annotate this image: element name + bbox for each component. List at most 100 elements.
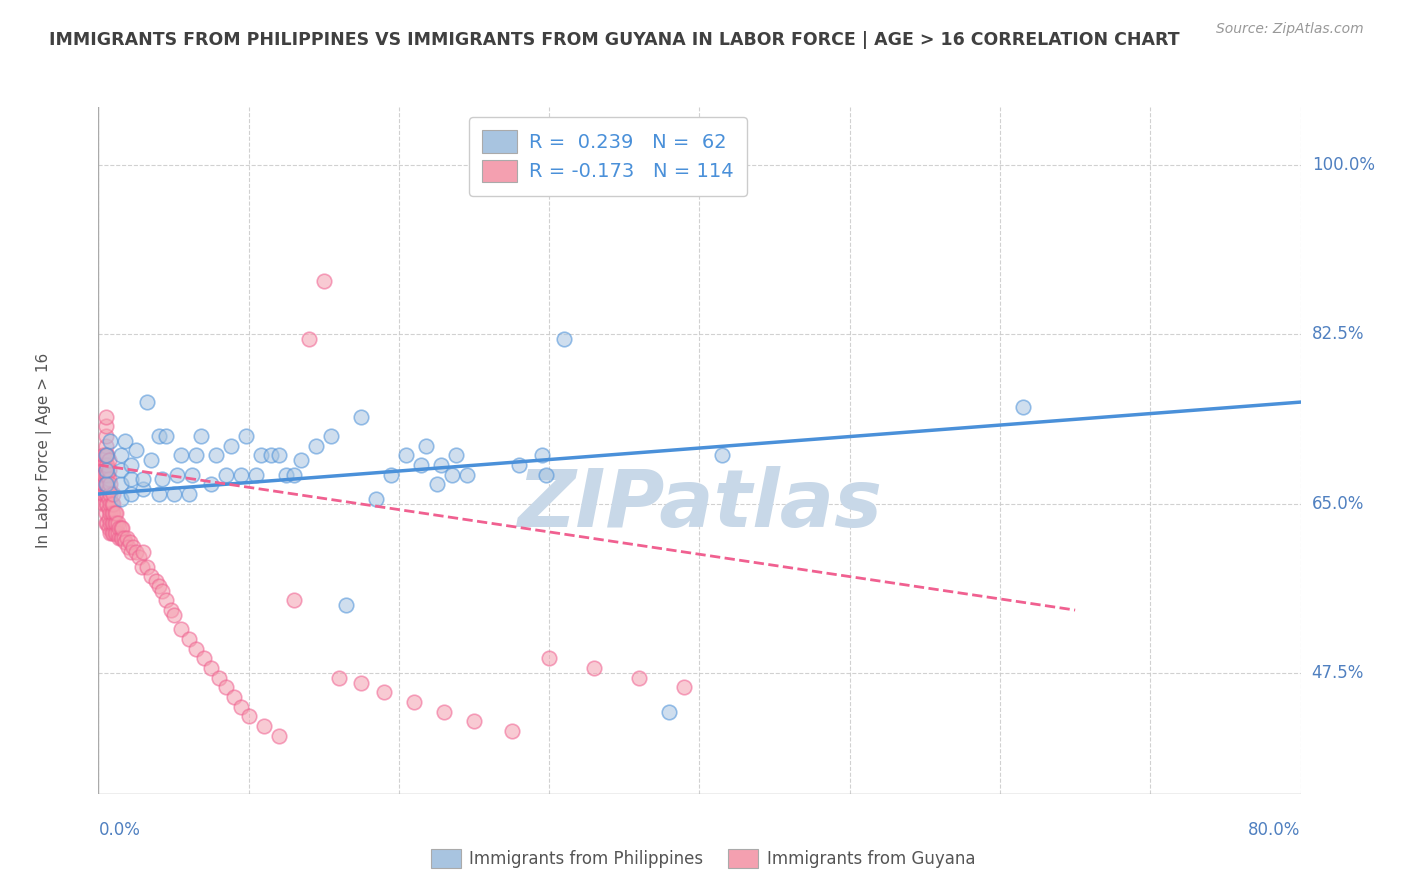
- Point: [135, 559, 157, 574]
- Point: [103, 525, 125, 540]
- Point: [94, 448, 117, 462]
- Point: [200, 661, 222, 675]
- Point: [139, 453, 162, 467]
- Point: [132, 473, 155, 487]
- Point: [231, 699, 253, 714]
- Point: [94, 463, 117, 477]
- Point: [117, 540, 139, 554]
- Point: [145, 574, 167, 588]
- Point: [101, 497, 124, 511]
- Point: [100, 487, 122, 501]
- Legend: Immigrants from Philippines, Immigrants from Guyana: Immigrants from Philippines, Immigrants …: [425, 842, 981, 875]
- Point: [283, 467, 305, 482]
- Text: IMMIGRANTS FROM PHILIPPINES VS IMMIGRANTS FROM GUYANA IN LABOR FORCE | AGE > 16 : IMMIGRANTS FROM PHILIPPINES VS IMMIGRANT…: [49, 31, 1180, 49]
- Point: [219, 439, 242, 453]
- Text: 0.0%: 0.0%: [98, 822, 141, 839]
- Point: [108, 521, 131, 535]
- Point: [305, 439, 328, 453]
- Point: [553, 332, 575, 346]
- Point: [90, 467, 112, 482]
- Point: [193, 651, 215, 665]
- Point: [96, 516, 118, 530]
- Point: [121, 487, 143, 501]
- Point: [350, 675, 373, 690]
- Point: [184, 641, 207, 656]
- Point: [415, 439, 437, 453]
- Point: [94, 439, 117, 453]
- Point: [373, 685, 395, 699]
- Point: [249, 448, 271, 462]
- Point: [215, 681, 238, 695]
- Point: [290, 453, 312, 467]
- Point: [110, 477, 132, 491]
- Point: [94, 448, 117, 462]
- Point: [711, 448, 734, 462]
- Point: [501, 724, 523, 739]
- Point: [108, 531, 131, 545]
- Point: [253, 719, 276, 733]
- Point: [235, 429, 257, 443]
- Point: [208, 671, 231, 685]
- Point: [110, 463, 132, 477]
- Point: [97, 482, 120, 496]
- Point: [100, 497, 122, 511]
- Point: [673, 681, 696, 695]
- Point: [110, 491, 132, 506]
- Point: [530, 448, 553, 462]
- Point: [94, 419, 117, 434]
- Point: [132, 482, 155, 496]
- Point: [125, 545, 148, 559]
- Point: [105, 516, 128, 530]
- Point: [91, 467, 114, 482]
- Point: [184, 448, 207, 462]
- Point: [100, 434, 122, 448]
- Point: [97, 491, 120, 506]
- Point: [94, 477, 117, 491]
- Point: [93, 458, 115, 472]
- Point: [508, 458, 530, 472]
- Point: [132, 545, 155, 559]
- Point: [90, 477, 112, 491]
- Point: [104, 525, 127, 540]
- Point: [111, 531, 134, 545]
- Point: [100, 516, 122, 530]
- Point: [162, 607, 184, 622]
- Point: [114, 434, 136, 448]
- Point: [96, 487, 118, 501]
- Point: [93, 477, 115, 491]
- Point: [411, 458, 433, 472]
- Text: Source: ZipAtlas.com: Source: ZipAtlas.com: [1216, 22, 1364, 37]
- Point: [245, 467, 267, 482]
- Point: [177, 487, 200, 501]
- Point: [366, 491, 388, 506]
- Point: [328, 671, 350, 685]
- Point: [101, 516, 124, 530]
- Point: [107, 525, 129, 540]
- Point: [94, 497, 117, 511]
- Point: [110, 448, 132, 462]
- Point: [97, 453, 120, 467]
- Point: [150, 583, 173, 598]
- Point: [170, 448, 193, 462]
- Point: [91, 477, 114, 491]
- Point: [402, 695, 425, 709]
- Point: [91, 487, 114, 501]
- Point: [94, 458, 117, 472]
- Point: [150, 473, 173, 487]
- Point: [112, 531, 135, 545]
- Point: [91, 458, 114, 472]
- Point: [440, 467, 463, 482]
- Point: [430, 458, 453, 472]
- Point: [231, 467, 253, 482]
- Point: [91, 448, 114, 462]
- Point: [335, 599, 357, 613]
- Point: [103, 497, 125, 511]
- Point: [283, 593, 305, 607]
- Point: [444, 448, 467, 462]
- Point: [103, 487, 125, 501]
- Point: [107, 516, 129, 530]
- Point: [215, 467, 238, 482]
- Point: [155, 593, 177, 607]
- Point: [125, 443, 148, 458]
- Point: [105, 525, 128, 540]
